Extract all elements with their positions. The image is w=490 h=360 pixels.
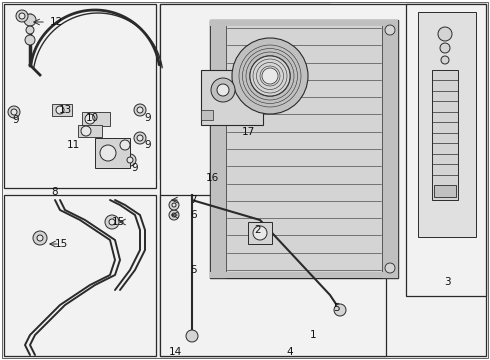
Circle shape — [26, 26, 34, 34]
Circle shape — [85, 114, 95, 124]
Text: 8: 8 — [51, 187, 58, 197]
Text: 4: 4 — [287, 347, 294, 357]
Text: 15: 15 — [111, 217, 124, 227]
Circle shape — [127, 157, 133, 163]
Bar — [78, 125, 102, 137]
Circle shape — [385, 25, 395, 35]
Bar — [82, 112, 110, 126]
Circle shape — [120, 140, 130, 150]
Text: 15: 15 — [55, 239, 68, 249]
Text: 16: 16 — [205, 173, 219, 183]
Circle shape — [211, 78, 235, 102]
Text: 9: 9 — [145, 140, 151, 150]
Text: 10: 10 — [85, 113, 98, 123]
Circle shape — [441, 56, 449, 64]
Text: 5: 5 — [333, 303, 339, 313]
Circle shape — [25, 35, 35, 45]
Circle shape — [19, 13, 25, 19]
Circle shape — [217, 84, 229, 96]
Circle shape — [134, 104, 146, 116]
Bar — [4, 4, 156, 188]
Text: 13: 13 — [58, 105, 72, 115]
Bar — [434, 185, 456, 197]
Text: 1: 1 — [310, 330, 317, 340]
Circle shape — [169, 210, 179, 220]
Text: 3: 3 — [443, 277, 450, 287]
Text: 11: 11 — [66, 140, 80, 150]
Bar — [210, 20, 226, 278]
Bar — [4, 195, 156, 356]
Text: 17: 17 — [242, 127, 255, 137]
Bar — [160, 4, 330, 179]
Circle shape — [172, 213, 176, 217]
Circle shape — [33, 231, 47, 245]
Bar — [160, 4, 486, 356]
Bar — [432, 70, 458, 200]
Circle shape — [137, 107, 143, 113]
Circle shape — [37, 235, 43, 241]
Circle shape — [24, 14, 36, 26]
Circle shape — [56, 106, 64, 114]
Text: 5: 5 — [190, 265, 196, 275]
Circle shape — [262, 68, 278, 84]
Circle shape — [137, 135, 143, 141]
Circle shape — [186, 330, 198, 342]
Bar — [210, 272, 398, 278]
Bar — [243, 70, 253, 80]
Bar — [52, 104, 72, 116]
Bar — [201, 70, 263, 125]
Circle shape — [232, 38, 308, 114]
Circle shape — [109, 219, 115, 225]
Circle shape — [134, 132, 146, 144]
Text: 2: 2 — [255, 225, 261, 235]
Circle shape — [105, 215, 119, 229]
Bar — [160, 195, 386, 356]
Circle shape — [438, 27, 452, 41]
Text: 9: 9 — [132, 163, 138, 173]
Text: 7: 7 — [190, 195, 196, 205]
Bar — [418, 12, 476, 237]
Circle shape — [334, 304, 346, 316]
Text: 6: 6 — [190, 210, 196, 220]
Bar — [210, 20, 398, 278]
Circle shape — [385, 263, 395, 273]
Circle shape — [8, 106, 20, 118]
Text: 12: 12 — [50, 17, 63, 27]
Bar — [248, 222, 272, 244]
Bar — [382, 20, 398, 278]
Circle shape — [11, 109, 17, 115]
Text: 9: 9 — [13, 115, 19, 125]
Bar — [406, 4, 486, 296]
Circle shape — [250, 56, 290, 96]
Circle shape — [100, 145, 116, 161]
Circle shape — [124, 154, 136, 166]
Bar — [201, 110, 213, 120]
Circle shape — [81, 126, 91, 136]
Bar — [210, 20, 398, 26]
Circle shape — [172, 203, 176, 207]
Circle shape — [169, 200, 179, 210]
Text: 14: 14 — [169, 347, 182, 357]
Circle shape — [253, 226, 267, 240]
Circle shape — [440, 43, 450, 53]
Circle shape — [16, 10, 28, 22]
Text: 9: 9 — [145, 113, 151, 123]
Bar — [95, 138, 130, 168]
